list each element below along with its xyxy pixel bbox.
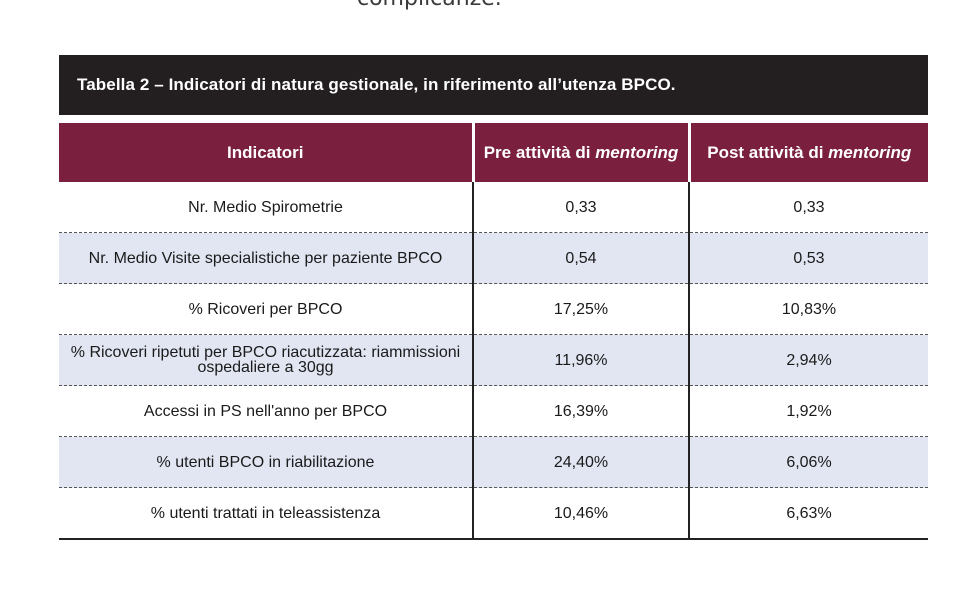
post-value-cell: 0,33 — [688, 182, 928, 233]
header-row: Indicatori Pre attività di mentoring Pos… — [59, 123, 928, 182]
post-value-cell: 2,94% — [688, 334, 928, 386]
indicators-table: Indicatori Pre attività di mentoring Pos… — [59, 123, 928, 540]
table-row: Accessi in PS nell'anno per BPCO 16,39% … — [59, 385, 928, 437]
caption-gap — [59, 115, 928, 123]
pre-value-cell: 0,54 — [472, 232, 689, 284]
table-row: % Ricoveri per BPCO 17,25% 10,83% — [59, 283, 928, 335]
header-pre-emphasis: mentoring — [595, 142, 679, 162]
indicator-cell: % Ricoveri per BPCO — [59, 283, 473, 335]
table-row: % utenti trattati in teleassistenza 10,4… — [59, 487, 928, 540]
preceding-text-fragment: complicanze. — [357, 0, 502, 11]
pre-value-cell: 16,39% — [472, 385, 689, 437]
pre-value-cell: 24,40% — [472, 436, 689, 488]
post-value-cell: 6,63% — [688, 487, 928, 540]
post-value-cell: 0,53 — [688, 232, 928, 284]
data-table: Tabella 2 – Indicatori di natura gestion… — [59, 55, 928, 540]
header-pre-text: Pre attività di — [483, 142, 596, 162]
post-value-cell: 6,06% — [688, 436, 928, 488]
header-post-text: Post attività di — [707, 142, 829, 162]
table-row: % utenti BPCO in riabilitazione 24,40% 6… — [59, 436, 928, 488]
pre-value-cell: 11,96% — [472, 334, 689, 386]
pre-value-cell: 10,46% — [472, 487, 689, 540]
table-row: Nr. Medio Spirometrie 0,33 0,33 — [59, 182, 928, 233]
pre-value-cell: 0,33 — [472, 182, 689, 233]
indicator-cell: Accessi in PS nell'anno per BPCO — [59, 385, 473, 437]
table-row: Nr. Medio Visite specialistiche per pazi… — [59, 232, 928, 284]
header-pre-mentoring: Pre attività di mentoring — [471, 123, 689, 182]
indicator-cell: Nr. Medio Spirometrie — [59, 182, 473, 233]
indicator-cell: % Ricoveri ripetuti per BPCO riacutizzat… — [59, 334, 473, 386]
header-indicators: Indicatori — [59, 123, 473, 182]
indicator-cell: % utenti BPCO in riabilitazione — [59, 436, 473, 488]
pre-value-cell: 17,25% — [472, 283, 689, 335]
indicator-cell: % utenti trattati in teleassistenza — [59, 487, 473, 540]
post-value-cell: 10,83% — [688, 283, 928, 335]
table-row: % Ricoveri ripetuti per BPCO riacutizzat… — [59, 334, 928, 386]
indicator-cell: Nr. Medio Visite specialistiche per pazi… — [59, 232, 473, 284]
post-value-cell: 1,92% — [688, 385, 928, 437]
header-post-emphasis: mentoring — [828, 142, 912, 162]
header-post-mentoring: Post attività di mentoring — [687, 123, 928, 182]
table-caption: Tabella 2 – Indicatori di natura gestion… — [59, 55, 928, 115]
